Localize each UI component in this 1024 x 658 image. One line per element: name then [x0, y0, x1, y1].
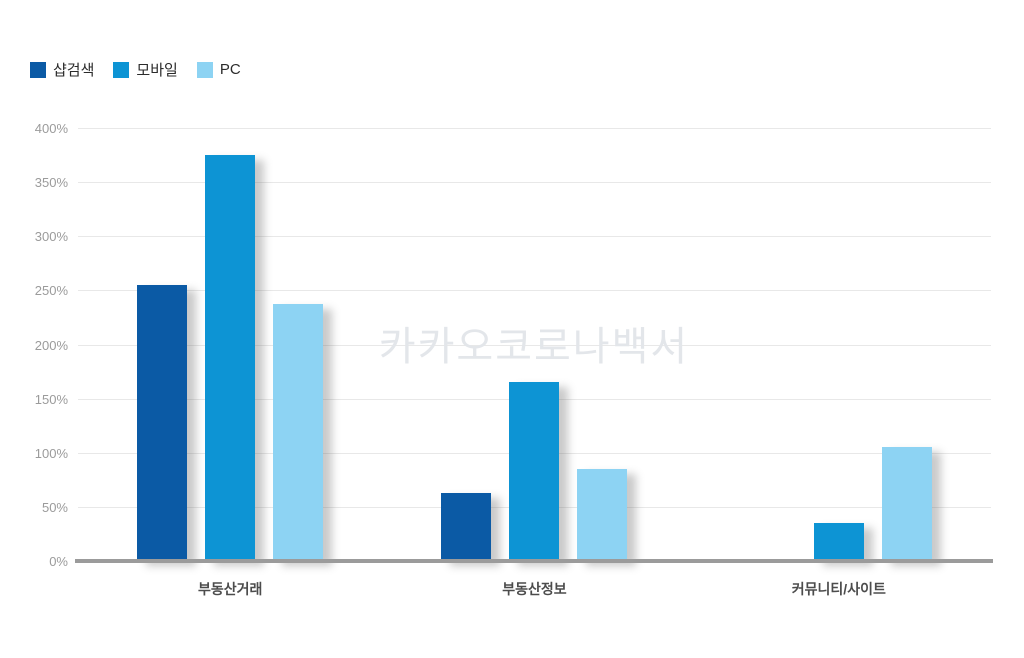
x-axis-labels: 부동산거래 부동산정보 커뮤니티/사이트	[78, 579, 991, 599]
legend-swatch	[30, 61, 46, 78]
gridline	[78, 236, 991, 238]
y-tick-label: 400%	[34, 121, 68, 136]
legend-swatch	[196, 61, 213, 78]
bar	[137, 284, 188, 561]
gridline	[78, 344, 991, 346]
y-tick-label: 50%	[41, 499, 68, 515]
bar	[881, 447, 932, 561]
y-tick-label: 250%	[34, 283, 68, 299]
x-category-label: 부동산정보	[502, 581, 567, 597]
x-axis-line	[75, 559, 993, 563]
gridline	[78, 128, 991, 129]
bar-group-1	[382, 128, 686, 561]
y-tick-label: 100%	[34, 445, 68, 461]
chart-legend: 샵검색 모바일 PC	[30, 59, 241, 80]
y-tick-label: 0%	[49, 554, 68, 569]
bar	[205, 155, 256, 561]
x-category-label: 부동산거래	[197, 581, 263, 597]
bar-group-2	[687, 128, 991, 561]
y-tick-label: 300%	[34, 229, 68, 245]
x-category-label: 커뮤니티/사이트	[791, 581, 886, 597]
legend-label: 샵검색	[53, 62, 95, 79]
bar	[577, 469, 628, 561]
gridline	[78, 182, 991, 184]
legend-label: 모바일	[136, 62, 178, 79]
y-tick-label: 200%	[34, 337, 68, 353]
legend-item-2: PC	[196, 61, 241, 78]
bar	[509, 382, 560, 561]
y-tick-label: 150%	[34, 391, 68, 407]
legend-label: PC	[219, 61, 241, 78]
bar	[813, 523, 864, 561]
plot-area	[78, 128, 991, 561]
legend-item-1: 모바일	[113, 59, 178, 80]
bar-group-0	[78, 128, 382, 561]
watermark-text: 카카오코로나백서	[378, 325, 690, 369]
gridline	[78, 290, 991, 292]
bar	[441, 492, 492, 561]
y-tick-label: 350%	[34, 175, 68, 191]
legend-swatch	[113, 61, 130, 78]
bar	[273, 304, 324, 561]
legend-item-0: 샵검색	[30, 59, 94, 80]
